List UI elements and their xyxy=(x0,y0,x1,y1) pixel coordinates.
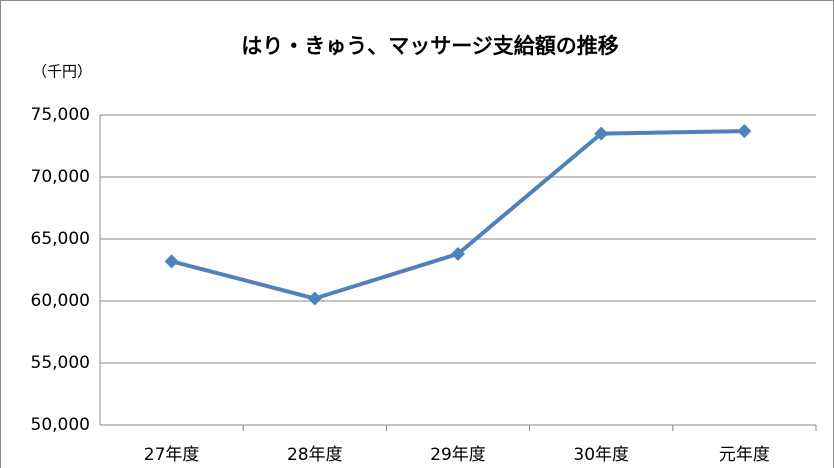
x-tick-label: 30年度 xyxy=(573,445,629,465)
marker xyxy=(307,291,322,306)
x-tick-label: 28年度 xyxy=(287,445,343,465)
y-tick-label: 55,000 xyxy=(31,353,90,373)
y-tick-label: 65,000 xyxy=(31,229,90,249)
marker xyxy=(451,246,465,261)
y-tick-label: 50,000 xyxy=(31,415,90,435)
x-tick-label: 27年度 xyxy=(144,445,200,465)
x-tick-label: 29年度 xyxy=(430,445,486,465)
chart-title: はり・きゅう、マッサージ支給額の推移 xyxy=(241,34,619,58)
y-tick-label: 70,000 xyxy=(31,167,90,187)
y-unit-label: （千円） xyxy=(32,63,92,81)
marker xyxy=(164,254,179,269)
marker xyxy=(594,126,609,141)
marker xyxy=(737,124,752,139)
y-tick-label: 60,000 xyxy=(31,291,90,311)
x-tick-label: 元年度 xyxy=(719,445,770,465)
y-tick-label: 75,000 xyxy=(31,105,90,125)
